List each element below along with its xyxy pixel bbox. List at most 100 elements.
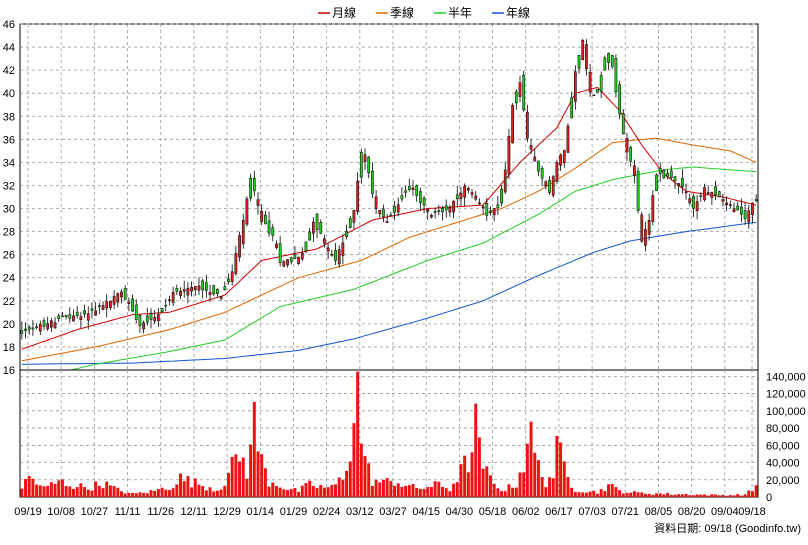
candlestick (27, 325, 31, 335)
candlestick (655, 173, 658, 192)
price-tick-label: 24 (3, 273, 15, 285)
data-date-footer: 資料日期: 09/18 (Goodinfo.tw) (654, 521, 801, 535)
volume-bar (407, 485, 411, 497)
candle-body (489, 210, 492, 213)
candlestick (293, 246, 297, 260)
volume-bar (46, 485, 50, 497)
date-tick-label: 03/27 (379, 506, 407, 518)
volume-bar (79, 483, 83, 497)
candlestick (297, 256, 300, 265)
date-tick-label: 09/19 (14, 506, 42, 518)
candle-body (585, 44, 588, 69)
volume-bar (714, 494, 718, 497)
candle-body (223, 286, 227, 290)
candle-body (714, 186, 717, 196)
candlestick (555, 159, 559, 184)
volume-bar (24, 478, 28, 497)
candle-body (666, 172, 669, 177)
legend-item-2: 半年 (434, 6, 472, 20)
legend-label: 年線 (506, 5, 530, 20)
candle-body (293, 254, 297, 259)
candle-body (168, 299, 171, 301)
volume-bar (260, 454, 264, 497)
price-tick-label: 20 (3, 319, 15, 331)
candlestick (193, 285, 197, 296)
candle-body (308, 231, 312, 241)
candle-body (754, 199, 758, 201)
volume-bar (190, 487, 194, 497)
volume-bar (666, 492, 670, 497)
volume-bar (507, 484, 511, 497)
volume-bar (503, 491, 507, 497)
candlestick (134, 299, 138, 324)
candlestick (714, 180, 717, 201)
candlestick (474, 191, 478, 201)
candlestick (688, 194, 692, 206)
candle-body (297, 256, 300, 264)
volume-bar (466, 472, 470, 497)
candle-body (352, 209, 356, 223)
candle-body (703, 187, 706, 201)
candle-body (400, 195, 404, 200)
volume-bar (496, 488, 500, 497)
candle-body (389, 214, 393, 217)
volume-bar (241, 457, 245, 497)
volume-bar (315, 487, 319, 497)
volume-bar (736, 494, 740, 497)
candle-body (371, 170, 374, 194)
volume-bar (632, 491, 636, 497)
volume-bar (529, 421, 533, 497)
candlestick (68, 307, 72, 323)
candle-body (382, 208, 385, 218)
date-tick-label: 12/11 (181, 506, 208, 518)
candlestick (223, 281, 227, 291)
candlestick (53, 317, 57, 329)
volume-bar (459, 464, 463, 497)
candlestick (658, 162, 662, 182)
candlestick (677, 183, 681, 194)
candlestick (470, 188, 474, 199)
volume-bar (739, 495, 743, 497)
volume-bar (319, 484, 323, 497)
candle-body (46, 323, 50, 330)
candle-body (570, 97, 574, 119)
volume-bar (249, 444, 253, 497)
volume-bar (156, 488, 160, 497)
candlestick (356, 172, 359, 216)
volume-tick-label: 40,000 (766, 458, 800, 470)
candlestick (260, 204, 264, 226)
ma-season-line (21, 137, 757, 362)
volume-bar (540, 477, 544, 497)
volume-bar (108, 485, 112, 497)
candle-body (204, 282, 208, 291)
candlestick (264, 210, 267, 225)
candlestick (592, 94, 596, 97)
candle-body (743, 210, 747, 219)
date-tick-label: 12/29 (213, 506, 241, 518)
volume-bar (596, 493, 599, 497)
candlestick (514, 89, 518, 110)
candlestick (489, 206, 492, 216)
candlestick (182, 280, 186, 298)
volume-bar (308, 480, 312, 497)
volume-bar (725, 495, 729, 497)
volume-bar (651, 494, 655, 497)
volume-bar (20, 488, 24, 497)
price-tick-label: 32 (3, 180, 15, 192)
candle-body (651, 195, 655, 222)
volume-bar (35, 484, 39, 497)
candle-body (68, 314, 72, 319)
candle-body (175, 288, 179, 292)
price-tick-label: 44 (3, 42, 15, 54)
candle-body (688, 198, 692, 204)
volume-bar (754, 485, 758, 497)
candlestick (352, 209, 356, 230)
candle-body (422, 197, 426, 206)
price-axis: 16 18 20 22 24 26 28 30 32 34 36 38 40 42 44 46 (3, 19, 15, 377)
candlestick (636, 167, 640, 214)
date-tick-label: 07/21 (612, 506, 640, 518)
candle-body (747, 210, 751, 223)
candle-body (481, 206, 485, 208)
volume-bar (286, 490, 290, 497)
date-tick-label: 05/18 (479, 506, 507, 518)
